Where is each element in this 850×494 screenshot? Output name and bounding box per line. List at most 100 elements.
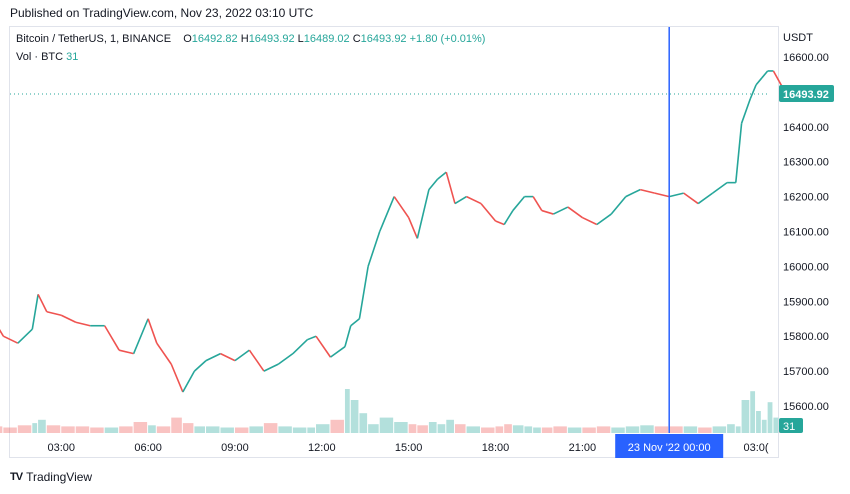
volume-bar	[32, 423, 38, 433]
volume-bar	[0, 426, 3, 433]
volume-bar	[182, 423, 194, 433]
price-segment	[495, 220, 505, 226]
price-segment	[437, 171, 447, 180]
volume-bar	[533, 427, 541, 433]
price-segment	[445, 171, 456, 204]
volume-bar	[38, 419, 46, 433]
price-segment	[147, 318, 158, 344]
price-segment	[31, 294, 39, 330]
price-segment	[740, 98, 752, 124]
price-segment	[407, 217, 419, 239]
price-segment	[75, 321, 91, 327]
crosshair-date-badge	[615, 434, 724, 458]
volume-bar	[408, 424, 417, 433]
crosshair-date-label: 23 Nov '22 00:00	[628, 442, 711, 454]
volume-bar	[3, 427, 17, 433]
volume-bar	[249, 426, 263, 433]
volume-badge-label: 31	[783, 421, 795, 433]
x-tick-label: 06:00	[134, 442, 162, 454]
footer: TV TradingView	[10, 470, 92, 484]
volume-bar	[524, 426, 533, 433]
last-price-label: 16493.92	[783, 89, 829, 101]
y-tick-label: 15800.00	[783, 331, 829, 343]
volume-badge	[779, 418, 803, 433]
price-segment	[205, 352, 221, 362]
price-segment	[344, 325, 352, 347]
price-segment	[712, 181, 728, 194]
volume-bar	[344, 389, 350, 433]
x-tick-label: 15:00	[395, 442, 423, 454]
price-segment	[416, 189, 430, 239]
price-segment	[454, 195, 467, 205]
volume-bar	[541, 427, 553, 433]
chart-frame[interactable]	[9, 26, 779, 458]
volume-bar	[330, 419, 344, 433]
low-value: 16489.02	[303, 33, 350, 45]
x-tick-label: 18:00	[482, 442, 510, 454]
volume-bar	[773, 417, 779, 433]
volume-bar	[761, 419, 767, 433]
price-segment	[307, 335, 317, 341]
volume-bar	[750, 391, 756, 433]
footer-brand[interactable]: TradingView	[26, 470, 93, 484]
currency-label: USDT	[783, 32, 813, 44]
volume-bar	[234, 427, 249, 433]
x-tick-label: 03:0(	[744, 442, 769, 454]
price-segment	[610, 196, 627, 215]
volume-bar	[379, 417, 394, 433]
volume-bar	[582, 427, 596, 433]
y-tick-label: 16200.00	[783, 192, 829, 204]
price-segment	[734, 123, 743, 183]
price-segment	[367, 231, 381, 267]
price-segment	[755, 77, 763, 86]
price-segment	[330, 346, 346, 358]
last-price-badge	[779, 85, 834, 103]
volume-bar	[683, 426, 698, 433]
volume-bar	[504, 424, 512, 433]
volume-bar	[104, 427, 119, 433]
volume-bar	[156, 426, 171, 433]
volume-label[interactable]: Vol · BTC	[16, 51, 64, 63]
price-segment	[60, 314, 77, 323]
price-segment	[503, 210, 514, 225]
price-segment	[193, 360, 207, 372]
volume-bar	[756, 411, 761, 433]
ohlc-legend: Bitcoin / TetherUS, 1, BINANCE O16492.82…	[16, 33, 485, 45]
y-tick-label: 16300.00	[783, 157, 829, 169]
volume-bar	[611, 427, 625, 433]
price-segment	[156, 342, 172, 365]
price-segment	[17, 328, 33, 344]
open-label: O	[183, 33, 192, 45]
volume-bar	[669, 426, 683, 433]
symbol-label[interactable]: Bitcoin / TetherUS, 1, BINANCE	[16, 33, 172, 45]
price-segment	[277, 353, 294, 365]
volume-bar	[278, 426, 292, 433]
volume-bar	[767, 402, 773, 433]
price-segment	[480, 203, 497, 222]
price-segment	[182, 370, 196, 393]
close-label: C	[352, 33, 361, 45]
price-segment	[3, 335, 19, 344]
volume-bar	[428, 422, 437, 433]
volume-bar	[596, 426, 611, 433]
price-segment	[292, 339, 308, 355]
volume-bar	[446, 419, 454, 433]
price-segment	[393, 196, 410, 218]
price-segment	[37, 293, 48, 313]
price-segment	[697, 192, 714, 205]
volume-bar	[495, 426, 504, 433]
y-tick-label: 15700.00	[783, 366, 829, 378]
volume-bar	[466, 426, 481, 433]
volume-bar	[654, 426, 669, 433]
y-tick-label: 16000.00	[783, 261, 829, 273]
high-value: 16493.92	[248, 33, 295, 45]
high-label: H	[240, 33, 249, 45]
volume-bar	[46, 425, 61, 433]
tradingview-logo-icon[interactable]: TV	[10, 471, 23, 483]
price-segment	[234, 349, 250, 362]
volume-bar	[712, 426, 727, 433]
volume-bar	[61, 426, 75, 433]
volume-bar	[512, 425, 524, 433]
volume-bar	[263, 423, 278, 433]
